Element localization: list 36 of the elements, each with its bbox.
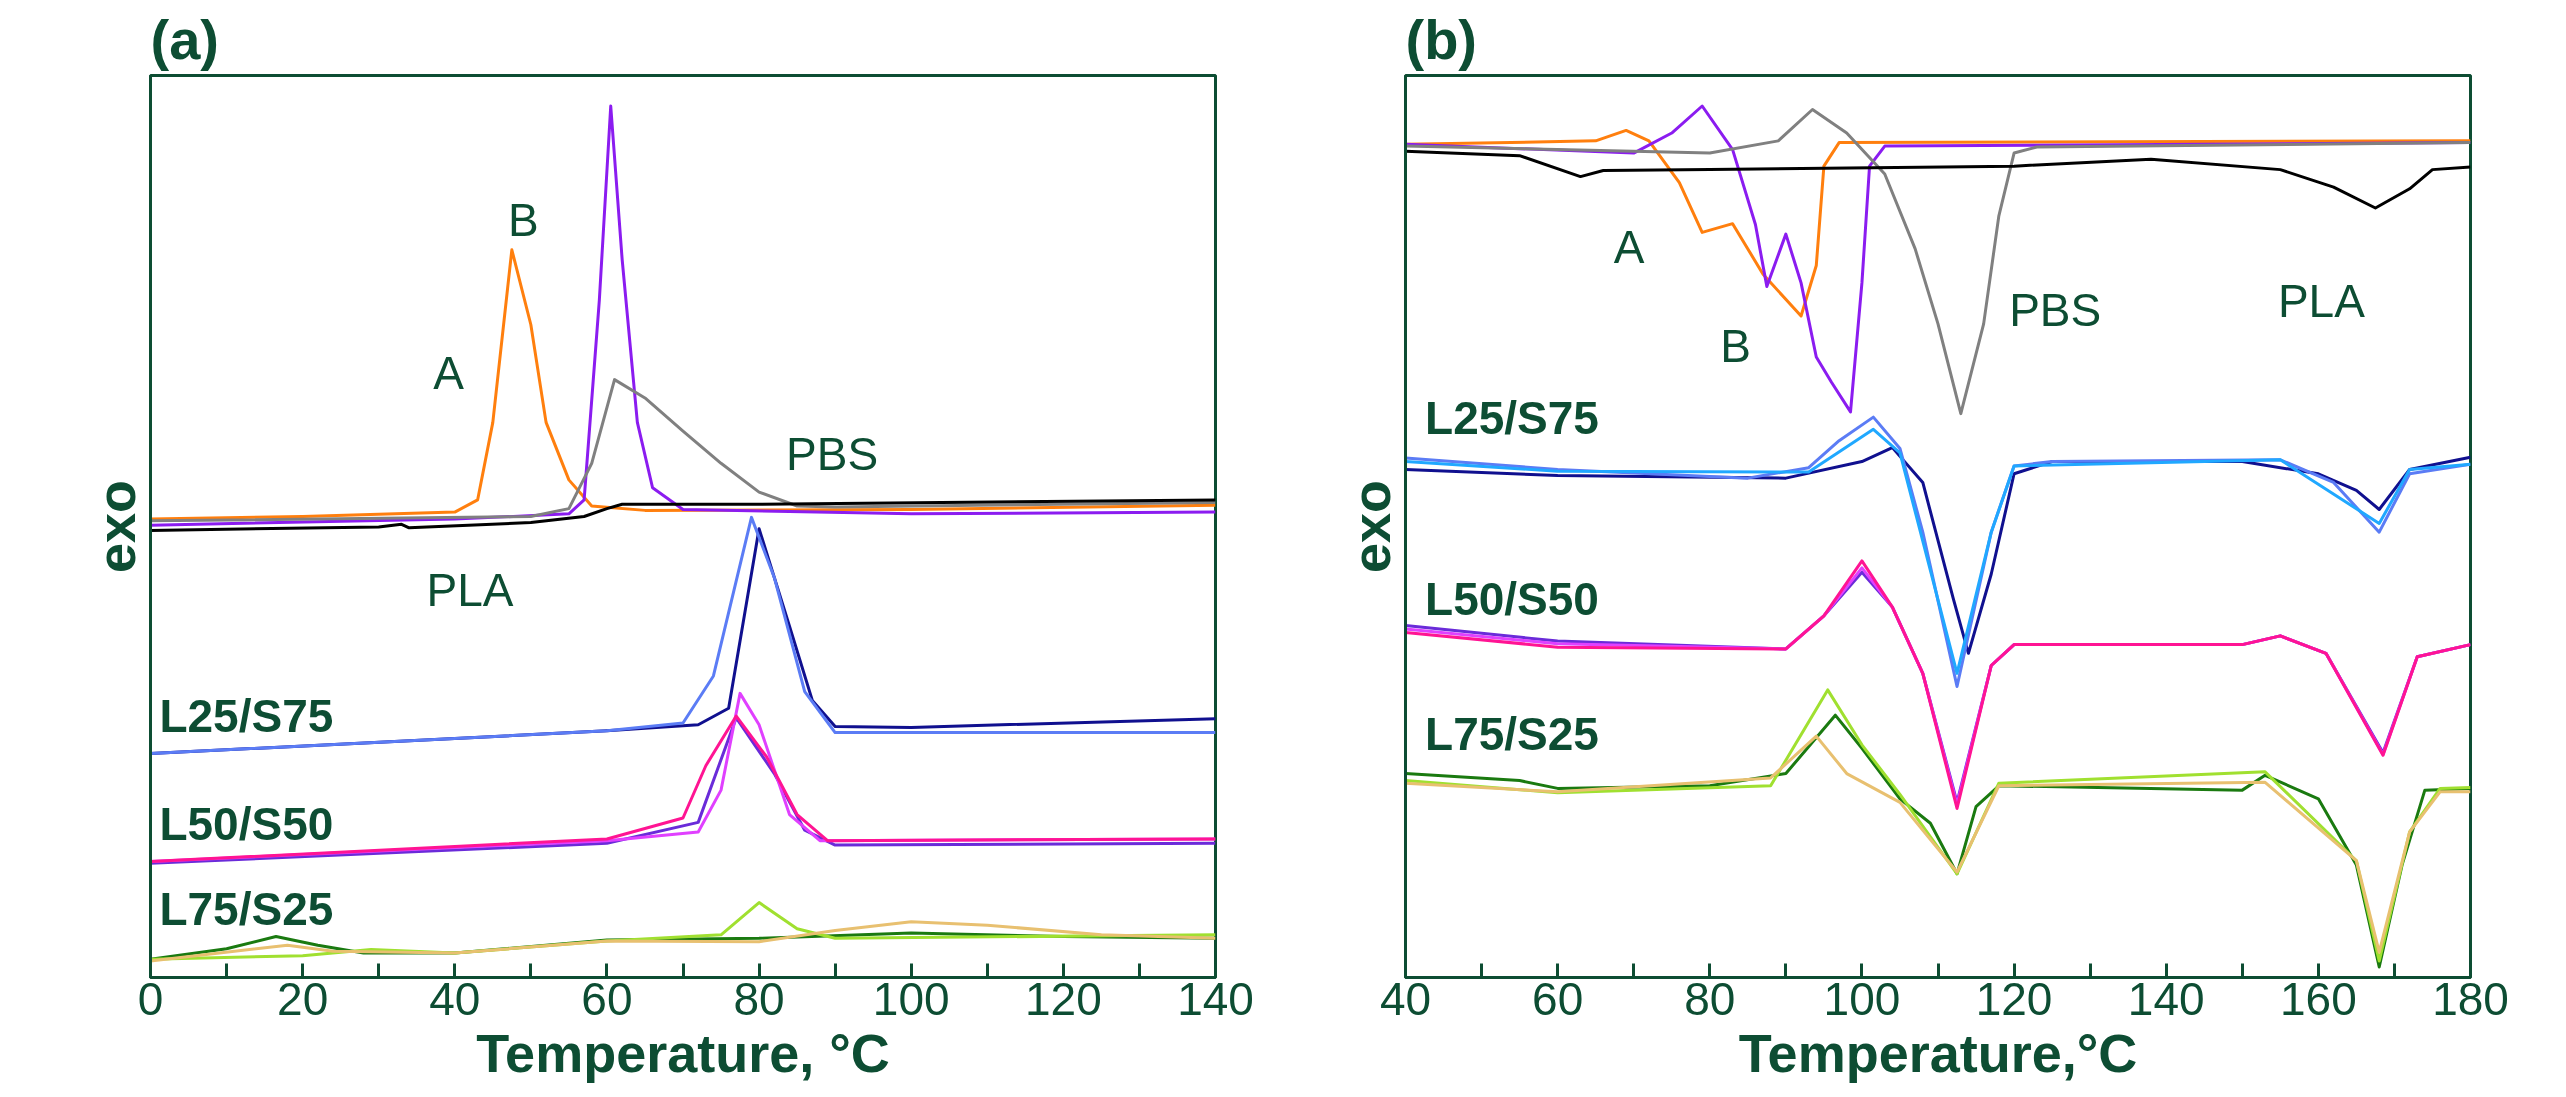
annotation: L50/S50 <box>1425 572 1599 625</box>
annotation: L25/S75 <box>159 689 334 742</box>
annotation: B <box>1720 320 1751 373</box>
x-tick-label: 80 <box>733 972 785 1025</box>
annotation: PLA <box>2277 275 2366 327</box>
chart-title: (a) <box>150 7 219 71</box>
annotation: L75/S25 <box>159 882 334 935</box>
y-axis-title: exo <box>85 479 146 574</box>
x-tick-label: 80 <box>1684 972 1736 1025</box>
y-axis-title: exo <box>1340 479 1401 574</box>
annotation: B <box>507 193 539 246</box>
annotation: L50/S50 <box>159 798 334 851</box>
annotation: PLA <box>426 563 514 616</box>
annotation: PBS <box>2009 284 2102 337</box>
x-tick-label: 100 <box>872 972 950 1025</box>
x-tick-label: 40 <box>1379 972 1432 1025</box>
x-tick-label: 100 <box>1823 972 1901 1025</box>
x-axis-title: Temperature, °C <box>476 1022 890 1083</box>
x-tick-label: 140 <box>1177 972 1254 1025</box>
annotation: PBS <box>786 428 879 481</box>
x-tick-label: 40 <box>429 972 481 1025</box>
x-tick-label: 0 <box>137 972 164 1025</box>
x-tick-label: 60 <box>581 972 633 1025</box>
x-tick-label: 120 <box>1975 972 2053 1025</box>
x-tick-label: 60 <box>1532 972 1584 1025</box>
chart-title: (b) <box>1405 7 1478 71</box>
x-tick-label: 140 <box>2127 972 2205 1025</box>
x-tick-label: 180 <box>2432 972 2509 1025</box>
annotation: A <box>1613 220 1645 273</box>
x-axis-title: Temperature,°C <box>1738 1022 2138 1083</box>
annotation: A <box>433 347 465 400</box>
annotation: L75/S25 <box>1425 707 1599 760</box>
annotation: L25/S75 <box>1425 392 1599 445</box>
x-tick-label: 160 <box>2279 972 2357 1025</box>
x-tick-label: 20 <box>277 972 329 1025</box>
x-tick-label: 120 <box>1024 972 1102 1025</box>
